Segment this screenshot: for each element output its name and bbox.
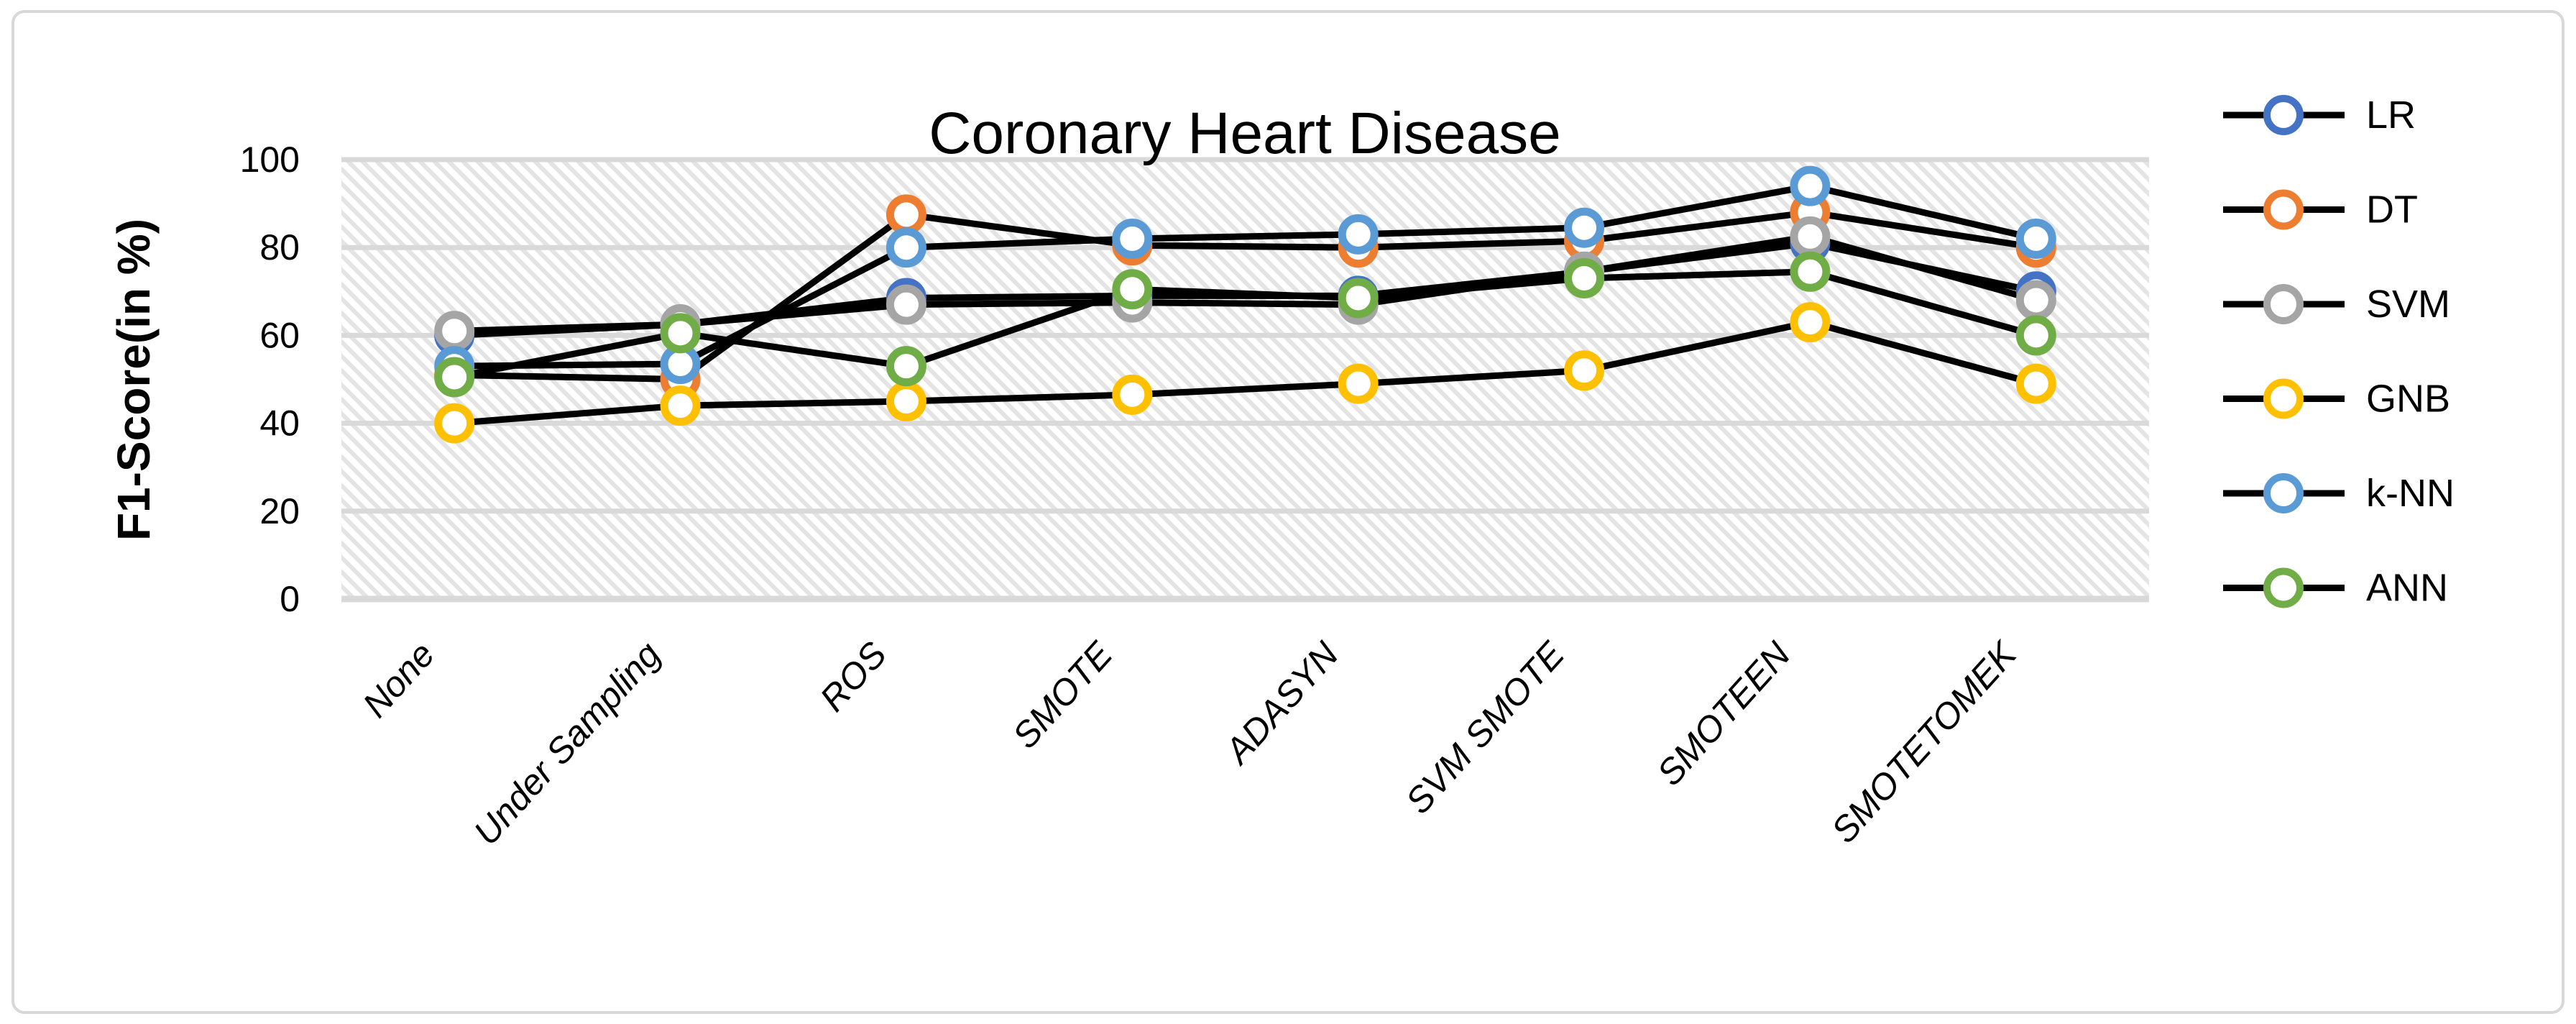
x-category-label-SMOTE: SMOTE — [1005, 634, 1121, 756]
series-line-k-NN — [451, 183, 2040, 370]
legend-label-LR: LR — [2366, 93, 2416, 137]
data-point-ANN-SVM SMOTE — [1564, 257, 1605, 298]
series-line-SVM — [451, 233, 2040, 334]
legend-marker-ring-GNB — [2263, 378, 2304, 419]
legend-label-GNB: GNB — [2366, 378, 2450, 421]
y-tick-label-0: 0 — [280, 579, 300, 619]
legend: LR DT SVM GNB k-NN ANN — [2223, 93, 2455, 610]
data-point-GNB-SMOTEEN — [1790, 302, 1831, 343]
legend-marker-ring-ANN — [2263, 567, 2304, 608]
x-category-label-None: None — [355, 634, 443, 725]
data-point-GNB-ROS — [886, 381, 926, 422]
legend-marker-ring-SVM — [2263, 284, 2304, 324]
legend-item-k-NN: k-NN — [2223, 472, 2455, 515]
legend-label-k-NN: k-NN — [2366, 472, 2455, 515]
data-point-DT-ROS — [886, 194, 926, 235]
data-point-k-NN-SMOTEEN — [1790, 165, 1831, 206]
data-point-GNB-ADASYN — [1338, 363, 1379, 404]
x-category-label-SMOTETOMEK: SMOTETOMEK — [1823, 633, 2025, 851]
data-point-ANN-ROS — [886, 346, 926, 387]
x-category-label-SVM-SMOTE: SVM SMOTE — [1398, 634, 1573, 821]
series-line-DT — [451, 209, 2040, 383]
legend-item-SVM: SVM — [2223, 283, 2450, 326]
data-point-k-NN-SVM SMOTE — [1564, 207, 1605, 248]
legend-item-LR: LR — [2223, 93, 2416, 137]
data-point-SVM-SMOTEEN — [1790, 216, 1831, 257]
series-line-ANN — [451, 268, 2040, 380]
y-tick-label-20: 20 — [259, 491, 300, 531]
x-category-label-ADASYN: ADASYN — [1216, 634, 1347, 772]
data-point-GNB-SVM SMOTE — [1564, 350, 1605, 391]
data-point-k-NN-SMOTETOMEK — [2015, 218, 2056, 259]
x-axis-category-labels: None Under Sampling ROS SMOTE ADASYN SVM SMOT… — [355, 633, 2025, 853]
data-point-GNB-Under Sampling — [660, 385, 701, 426]
data-point-ANN-SMOTE — [1112, 269, 1153, 310]
x-category-label-Under-Sampling: Under Sampling — [466, 634, 668, 853]
legend-item-DT: DT — [2223, 188, 2418, 232]
data-point-GNB-None — [434, 403, 475, 444]
data-point-SVM-SMOTETOMEK — [2015, 280, 2056, 321]
data-point-ANN-None — [434, 357, 475, 398]
data-point-k-NN-SMOTE — [1112, 218, 1153, 259]
x-category-label-SMOTEEN: SMOTEEN — [1650, 634, 1799, 793]
y-tick-label-60: 60 — [259, 315, 300, 355]
y-tick-label-80: 80 — [259, 227, 300, 268]
data-point-SVM-ROS — [886, 284, 926, 325]
data-point-SVM-None — [434, 311, 475, 352]
series-lines — [451, 183, 2040, 427]
data-point-ANN-ADASYN — [1338, 278, 1379, 319]
legend-item-GNB: GNB — [2223, 378, 2450, 421]
y-axis-title: F1-Score(in %) — [108, 219, 160, 541]
y-tick-label-40: 40 — [259, 403, 300, 444]
data-point-ANN-SMOTETOMEK — [2015, 315, 2056, 356]
legend-label-DT: DT — [2366, 188, 2418, 232]
x-category-label-ROS: ROS — [812, 634, 894, 719]
legend-item-ANN: ANN — [2223, 567, 2448, 610]
legend-marker-ring-LR — [2263, 95, 2304, 135]
y-tick-label-100: 100 — [240, 140, 300, 180]
legend-label-ANN: ANN — [2366, 567, 2448, 610]
data-point-ANN-Under Sampling — [660, 313, 701, 354]
data-point-k-NN-ROS — [886, 227, 926, 268]
legend-label-SVM: SVM — [2366, 283, 2450, 326]
legend-marker-ring-DT — [2263, 189, 2304, 230]
data-point-GNB-SMOTETOMEK — [2015, 363, 2056, 404]
series-line-GNB — [451, 319, 2040, 427]
data-point-GNB-SMOTE — [1112, 374, 1153, 415]
data-point-ANN-SMOTEEN — [1790, 251, 1831, 292]
legend-marker-ring-k-NN — [2263, 473, 2304, 513]
chart-title: Coronary Heart Disease — [929, 101, 1561, 166]
y-axis-tick-labels: 0 20 40 60 80 100 — [240, 140, 300, 619]
data-point-k-NN-ADASYN — [1338, 214, 1379, 255]
series-markers — [434, 165, 2056, 444]
